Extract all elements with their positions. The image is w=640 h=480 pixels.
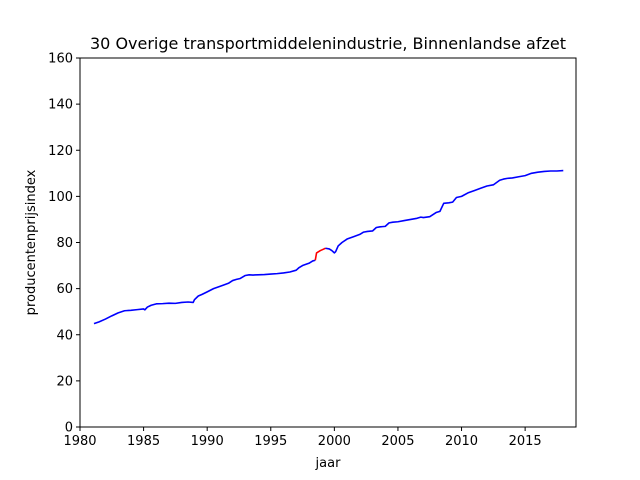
x-tick-label: 1990 <box>191 434 224 449</box>
y-tick-label: 60 <box>56 282 73 297</box>
y-tick-label: 80 <box>56 236 73 251</box>
series-line-2 <box>325 169 564 254</box>
x-tick-label: 2000 <box>318 434 351 449</box>
y-tick-label: 120 <box>48 144 73 159</box>
y-tick-label: 140 <box>48 98 73 113</box>
x-axis: 1980 1985 1990 1995 2000 2005 2010 2015 <box>63 427 542 449</box>
series-line-1 <box>314 247 326 261</box>
x-tick-label: 1995 <box>254 434 287 449</box>
y-axis: 0 20 40 60 80 100 120 140 160 <box>48 52 80 436</box>
y-tick-label: 40 <box>56 328 73 343</box>
y-tick-label: 0 <box>65 421 73 436</box>
y-tick-label: 160 <box>48 52 73 67</box>
x-tick-label: 2015 <box>509 434 542 449</box>
y-tick-label: 20 <box>56 374 73 389</box>
x-tick-label: 1985 <box>127 434 160 449</box>
chart-title: 30 Overige transportmiddelenindustrie, B… <box>90 34 566 53</box>
x-tick-label: 2010 <box>445 434 478 449</box>
x-tick-label: 2005 <box>381 434 414 449</box>
y-tick-label: 100 <box>48 190 73 205</box>
plot-area <box>93 169 564 325</box>
series-line-0 <box>93 259 316 325</box>
y-axis-label: producentenprijsindex <box>24 169 39 315</box>
x-axis-label: jaar <box>315 456 342 471</box>
x-tick-label: 1980 <box>63 434 96 449</box>
